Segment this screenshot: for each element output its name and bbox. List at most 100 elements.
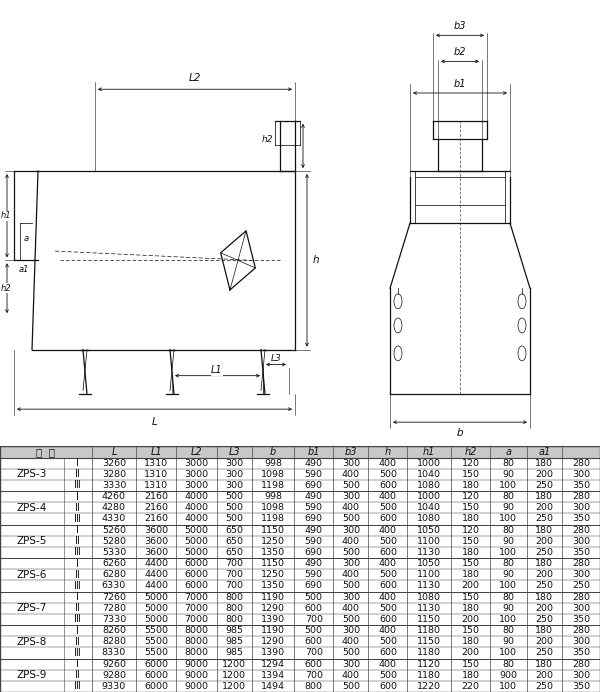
Text: Ⅱ: Ⅱ [75, 637, 80, 647]
Text: 690: 690 [305, 514, 323, 523]
Text: ZPS-9: ZPS-9 [17, 671, 47, 680]
Text: 300: 300 [342, 559, 360, 568]
Text: 500: 500 [379, 637, 397, 646]
Text: 100: 100 [499, 581, 517, 590]
Text: 200: 200 [535, 570, 553, 579]
Text: 8280: 8280 [102, 637, 126, 646]
Text: Ⅱ: Ⅱ [75, 603, 80, 613]
Text: 300: 300 [572, 470, 590, 479]
Text: 500: 500 [226, 503, 244, 512]
Text: 1080: 1080 [417, 514, 441, 523]
Text: 5000: 5000 [185, 537, 209, 546]
Text: 590: 590 [305, 537, 323, 546]
Text: 1494: 1494 [261, 682, 285, 691]
Text: I: I [76, 592, 79, 602]
Text: Ⅲ: Ⅲ [74, 547, 81, 558]
Text: I: I [76, 525, 79, 535]
Text: 100: 100 [499, 548, 517, 557]
Text: 250: 250 [572, 581, 590, 590]
Text: 690: 690 [305, 548, 323, 557]
Text: 1350: 1350 [261, 548, 285, 557]
Text: 300: 300 [342, 526, 360, 535]
Text: 300: 300 [572, 671, 590, 680]
Text: 180: 180 [461, 570, 479, 579]
Text: 650: 650 [226, 526, 244, 535]
Text: 500: 500 [379, 470, 397, 479]
Text: h1: h1 [423, 447, 436, 457]
Text: ZPS-4: ZPS-4 [17, 503, 47, 513]
Text: 150: 150 [461, 626, 479, 635]
Text: 3000: 3000 [185, 459, 209, 468]
Text: 4330: 4330 [102, 514, 126, 523]
Text: 5000: 5000 [145, 603, 169, 612]
Text: 3330: 3330 [102, 481, 126, 490]
Text: 6280: 6280 [102, 570, 126, 579]
Text: 1200: 1200 [223, 682, 247, 691]
Text: 400: 400 [379, 626, 397, 635]
Text: 150: 150 [461, 537, 479, 546]
Text: 3280: 3280 [102, 470, 126, 479]
Text: 1120: 1120 [417, 659, 441, 668]
Text: 500: 500 [226, 492, 244, 501]
Text: 1198: 1198 [261, 481, 285, 490]
Text: 1310: 1310 [144, 459, 169, 468]
Text: 690: 690 [305, 481, 323, 490]
Text: 600: 600 [379, 615, 397, 624]
Text: 型  号: 型 号 [37, 447, 55, 457]
Text: 490: 490 [305, 492, 323, 501]
Text: 250: 250 [535, 648, 553, 657]
Text: b3: b3 [454, 21, 466, 31]
Text: 350: 350 [572, 548, 590, 557]
Text: 500: 500 [342, 481, 360, 490]
Text: 250: 250 [535, 481, 553, 490]
Text: 1150: 1150 [261, 526, 285, 535]
Text: 500: 500 [379, 503, 397, 512]
Text: L3: L3 [271, 354, 281, 363]
Text: 9280: 9280 [102, 671, 126, 680]
Text: 1180: 1180 [417, 648, 441, 657]
Text: 600: 600 [379, 514, 397, 523]
Text: L1: L1 [211, 365, 223, 375]
Text: 5500: 5500 [145, 637, 169, 646]
Text: 500: 500 [379, 537, 397, 546]
Text: 400: 400 [342, 603, 360, 612]
Text: 350: 350 [572, 615, 590, 624]
Text: 490: 490 [305, 559, 323, 568]
Text: 590: 590 [305, 470, 323, 479]
Text: Ⅲ: Ⅲ [74, 480, 81, 491]
Text: 700: 700 [305, 615, 323, 624]
Text: 1198: 1198 [261, 514, 285, 523]
Text: 998: 998 [264, 459, 282, 468]
Text: 500: 500 [305, 592, 323, 601]
Text: 400: 400 [379, 526, 397, 535]
Text: 180: 180 [535, 459, 553, 468]
Text: 300: 300 [572, 637, 590, 646]
Text: 600: 600 [379, 481, 397, 490]
Text: 400: 400 [342, 637, 360, 646]
Text: 180: 180 [535, 526, 553, 535]
Text: 1290: 1290 [261, 603, 285, 612]
Text: 1098: 1098 [261, 503, 285, 512]
Text: 5260: 5260 [102, 526, 126, 535]
Text: 1250: 1250 [261, 570, 285, 579]
Text: h: h [385, 447, 391, 457]
Text: b1: b1 [308, 447, 320, 457]
Text: 6000: 6000 [145, 682, 169, 691]
Text: 80: 80 [502, 492, 514, 501]
Text: 1098: 1098 [261, 470, 285, 479]
Text: 400: 400 [342, 671, 360, 680]
Text: ZPS-7: ZPS-7 [17, 603, 47, 613]
Text: 4400: 4400 [145, 559, 169, 568]
Text: 3600: 3600 [144, 548, 169, 557]
Text: 600: 600 [305, 603, 323, 612]
Text: 1310: 1310 [144, 470, 169, 479]
Text: 180: 180 [461, 637, 479, 646]
Text: 700: 700 [305, 671, 323, 680]
Text: 300: 300 [572, 603, 590, 612]
Text: 300: 300 [342, 459, 360, 468]
Text: 400: 400 [342, 503, 360, 512]
Text: 985: 985 [226, 626, 244, 635]
Text: 490: 490 [305, 459, 323, 468]
Text: 180: 180 [461, 548, 479, 557]
Text: 8260: 8260 [102, 626, 126, 635]
